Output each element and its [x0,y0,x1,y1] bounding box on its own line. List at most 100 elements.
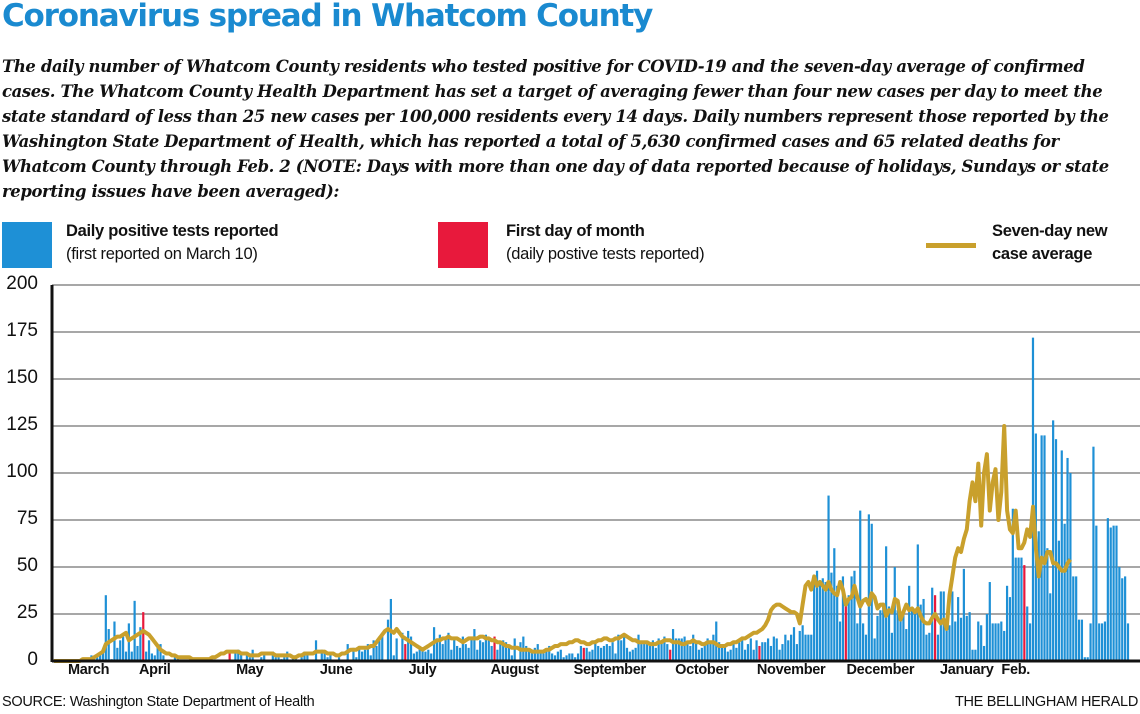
daily-bar [706,638,709,661]
daily-bar [833,548,836,661]
daily-bar [962,568,965,661]
daily-bar [358,645,361,661]
daily-bar [274,657,277,661]
daily-bar [234,651,237,661]
daily-bar [464,644,467,661]
daily-bar [643,642,646,661]
daily-bar [375,645,378,661]
daily-bar [1092,446,1095,661]
daily-bar [545,649,548,661]
x-tick-label: December [846,662,915,678]
daily-bar [1089,623,1092,661]
daily-bar [882,602,885,661]
daily-bar [1011,508,1014,661]
daily-bar [159,644,162,661]
x-tick-label: October [675,662,729,678]
daily-bar [671,629,675,661]
gridlines [52,284,1140,615]
daily-bar [1066,457,1069,661]
daily-bar [769,645,773,661]
first-day-bar [493,636,496,661]
daily-bar [427,649,430,661]
daily-bar [902,610,905,661]
daily-bar [602,645,606,661]
daily-bar [743,649,747,661]
daily-bar [1115,525,1118,661]
daily-bar [948,625,951,661]
daily-bar [323,651,326,661]
daily-bar [896,610,899,661]
daily-bar [1017,557,1020,661]
daily-bar [982,645,986,661]
daily-bar [887,606,891,661]
daily-bar [490,645,493,661]
y-tick-label: 100 [6,461,38,482]
daily-bar [867,514,870,661]
daily-bar [928,632,931,661]
x-tick-label: April [139,662,171,678]
daily-bar [363,649,367,661]
daily-bar [861,623,865,661]
daily-bar [735,647,738,661]
daily-bar [98,653,102,661]
daily-bar [594,640,597,661]
daily-bar [741,636,744,661]
daily-bar [640,644,643,661]
daily-bar [666,644,669,661]
daily-bar [1100,623,1104,661]
daily-bar [637,634,640,661]
daily-bar [548,645,551,661]
daily-bar [697,649,701,661]
daily-bar [709,642,712,661]
x-tick-label: June [319,662,353,678]
daily-bar [1086,657,1089,661]
daily-bar [879,610,882,661]
daily-bar [107,629,110,661]
daily-bar [479,640,482,661]
daily-bar [599,647,603,661]
y-tick-label: 50 [16,555,38,576]
daily-bar [657,638,660,661]
x-tick-label: March [67,662,110,678]
daily-bar [381,634,384,661]
daily-bar [458,647,462,661]
daily-bar [173,655,177,661]
daily-bar [824,582,827,661]
daily-bar [625,647,629,661]
daily-bar [899,617,902,661]
daily-bar [1026,606,1029,661]
legend-first-day-title: First day of month [506,222,645,240]
x-tick-label: May [236,662,264,678]
chart-title: Coronavirus spread in Whatcom County [2,0,653,34]
daily-bar [421,649,424,661]
daily-bar [101,651,105,661]
daily-bar [530,649,534,661]
first-day-bar [142,612,145,661]
daily-bar [153,655,156,661]
daily-bar [104,595,107,661]
daily-bar [1080,619,1084,661]
daily-bar [1057,540,1060,661]
daily-bar [1046,548,1049,661]
y-tick-label: 200 [6,273,38,294]
daily-bar [885,546,888,661]
daily-bar [991,623,994,661]
daily-bar [700,647,703,661]
y-tick-label: 0 [27,649,38,670]
daily-bar [579,645,583,661]
daily-bar [1037,531,1040,661]
first-day-bar [582,647,585,661]
daily-bar [893,567,896,661]
daily-bar [905,629,908,661]
daily-bar [781,644,784,661]
daily-bar [1109,527,1112,661]
daily-bar [723,644,726,661]
daily-bar [890,632,893,661]
daily-bar [654,647,657,661]
daily-bar [352,647,355,661]
x-tick-label: Feb. [1001,662,1031,678]
daily-bar [611,642,614,661]
first-day-bar [404,644,407,661]
daily-bar [916,544,919,661]
